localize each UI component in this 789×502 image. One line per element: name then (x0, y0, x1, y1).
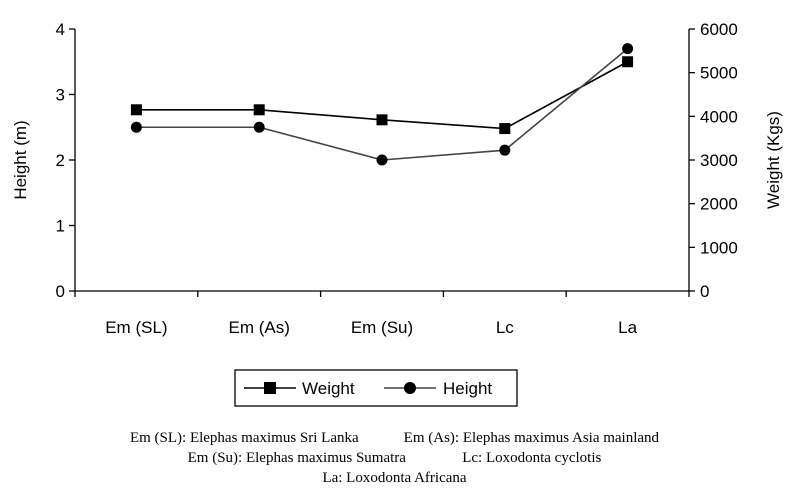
weight-data-point (376, 114, 388, 126)
right-axis-ticks: 0 1000 2000 3000 4000 5000 6000 (689, 20, 738, 301)
left-axis-ticks: 0 1 2 3 4 (56, 20, 75, 301)
weight-data-point (130, 104, 142, 116)
legend-item-weight: Weight (244, 379, 355, 398)
left-tick-label: 4 (56, 20, 65, 39)
category-label: La (618, 318, 637, 337)
category-label: Em (Su) (351, 318, 413, 337)
height-series-line (136, 48, 629, 161)
weight-data-point (253, 104, 265, 116)
legend-weight-label: Weight (302, 379, 355, 398)
right-tick-label: 4000 (700, 107, 738, 126)
height-data-point (499, 144, 511, 156)
height-data-point (622, 43, 634, 55)
right-tick-label: 2000 (700, 195, 738, 214)
height-data-point (376, 154, 388, 166)
right-tick-label: 0 (700, 282, 709, 301)
caption-la: La: Loxodonta Africana (322, 470, 467, 486)
category-labels: Em (SL) Em (As) Em (Su) Lc La (105, 318, 637, 337)
left-tick-label: 2 (56, 151, 65, 170)
weight-data-point (622, 56, 634, 68)
left-axis-title: Height (m) (11, 120, 30, 199)
caption-em-sl: Em (SL): Elephas maximus Sri Lanka (129, 430, 359, 446)
left-tick-label: 3 (56, 86, 65, 105)
caption-em-as: Em (As): Elephas maximus Asia mainland (403, 430, 660, 446)
category-label: Lc (496, 318, 514, 337)
left-tick-label: 1 (56, 217, 65, 236)
height-data-point (130, 121, 142, 133)
weight-data-point (499, 123, 511, 135)
legend-height-marker (404, 382, 416, 394)
series-layer (130, 43, 634, 166)
right-axis-title: Weight (Kgs) (764, 111, 783, 209)
legend: Weight Height (234, 369, 518, 407)
legend-item-height: Height (384, 379, 492, 398)
height-data-point (253, 121, 265, 133)
caption-lc: Lc: Loxodonta cyclotis (462, 450, 602, 466)
left-tick-label: 0 (56, 282, 65, 301)
legend-height-label: Height (443, 379, 492, 398)
caption-em-su: Em (Su): Elephas maximus Sumatra (187, 450, 406, 466)
right-tick-label: 1000 (700, 238, 738, 257)
category-label: Em (SL) (105, 318, 167, 337)
category-label: Em (As) (229, 318, 290, 337)
caption-line-3: La: Loxodonta Africana (0, 470, 789, 487)
legend-weight-marker (264, 382, 276, 394)
right-tick-label: 5000 (700, 64, 738, 83)
right-tick-label: 3000 (700, 151, 738, 170)
caption-line-1: Em (SL): Elephas maximus Sri Lanka Em (A… (0, 430, 789, 447)
caption-line-2: Em (Su): Elephas maximus Sumatra Lc: Lox… (0, 450, 789, 467)
right-tick-label: 6000 (700, 20, 738, 39)
